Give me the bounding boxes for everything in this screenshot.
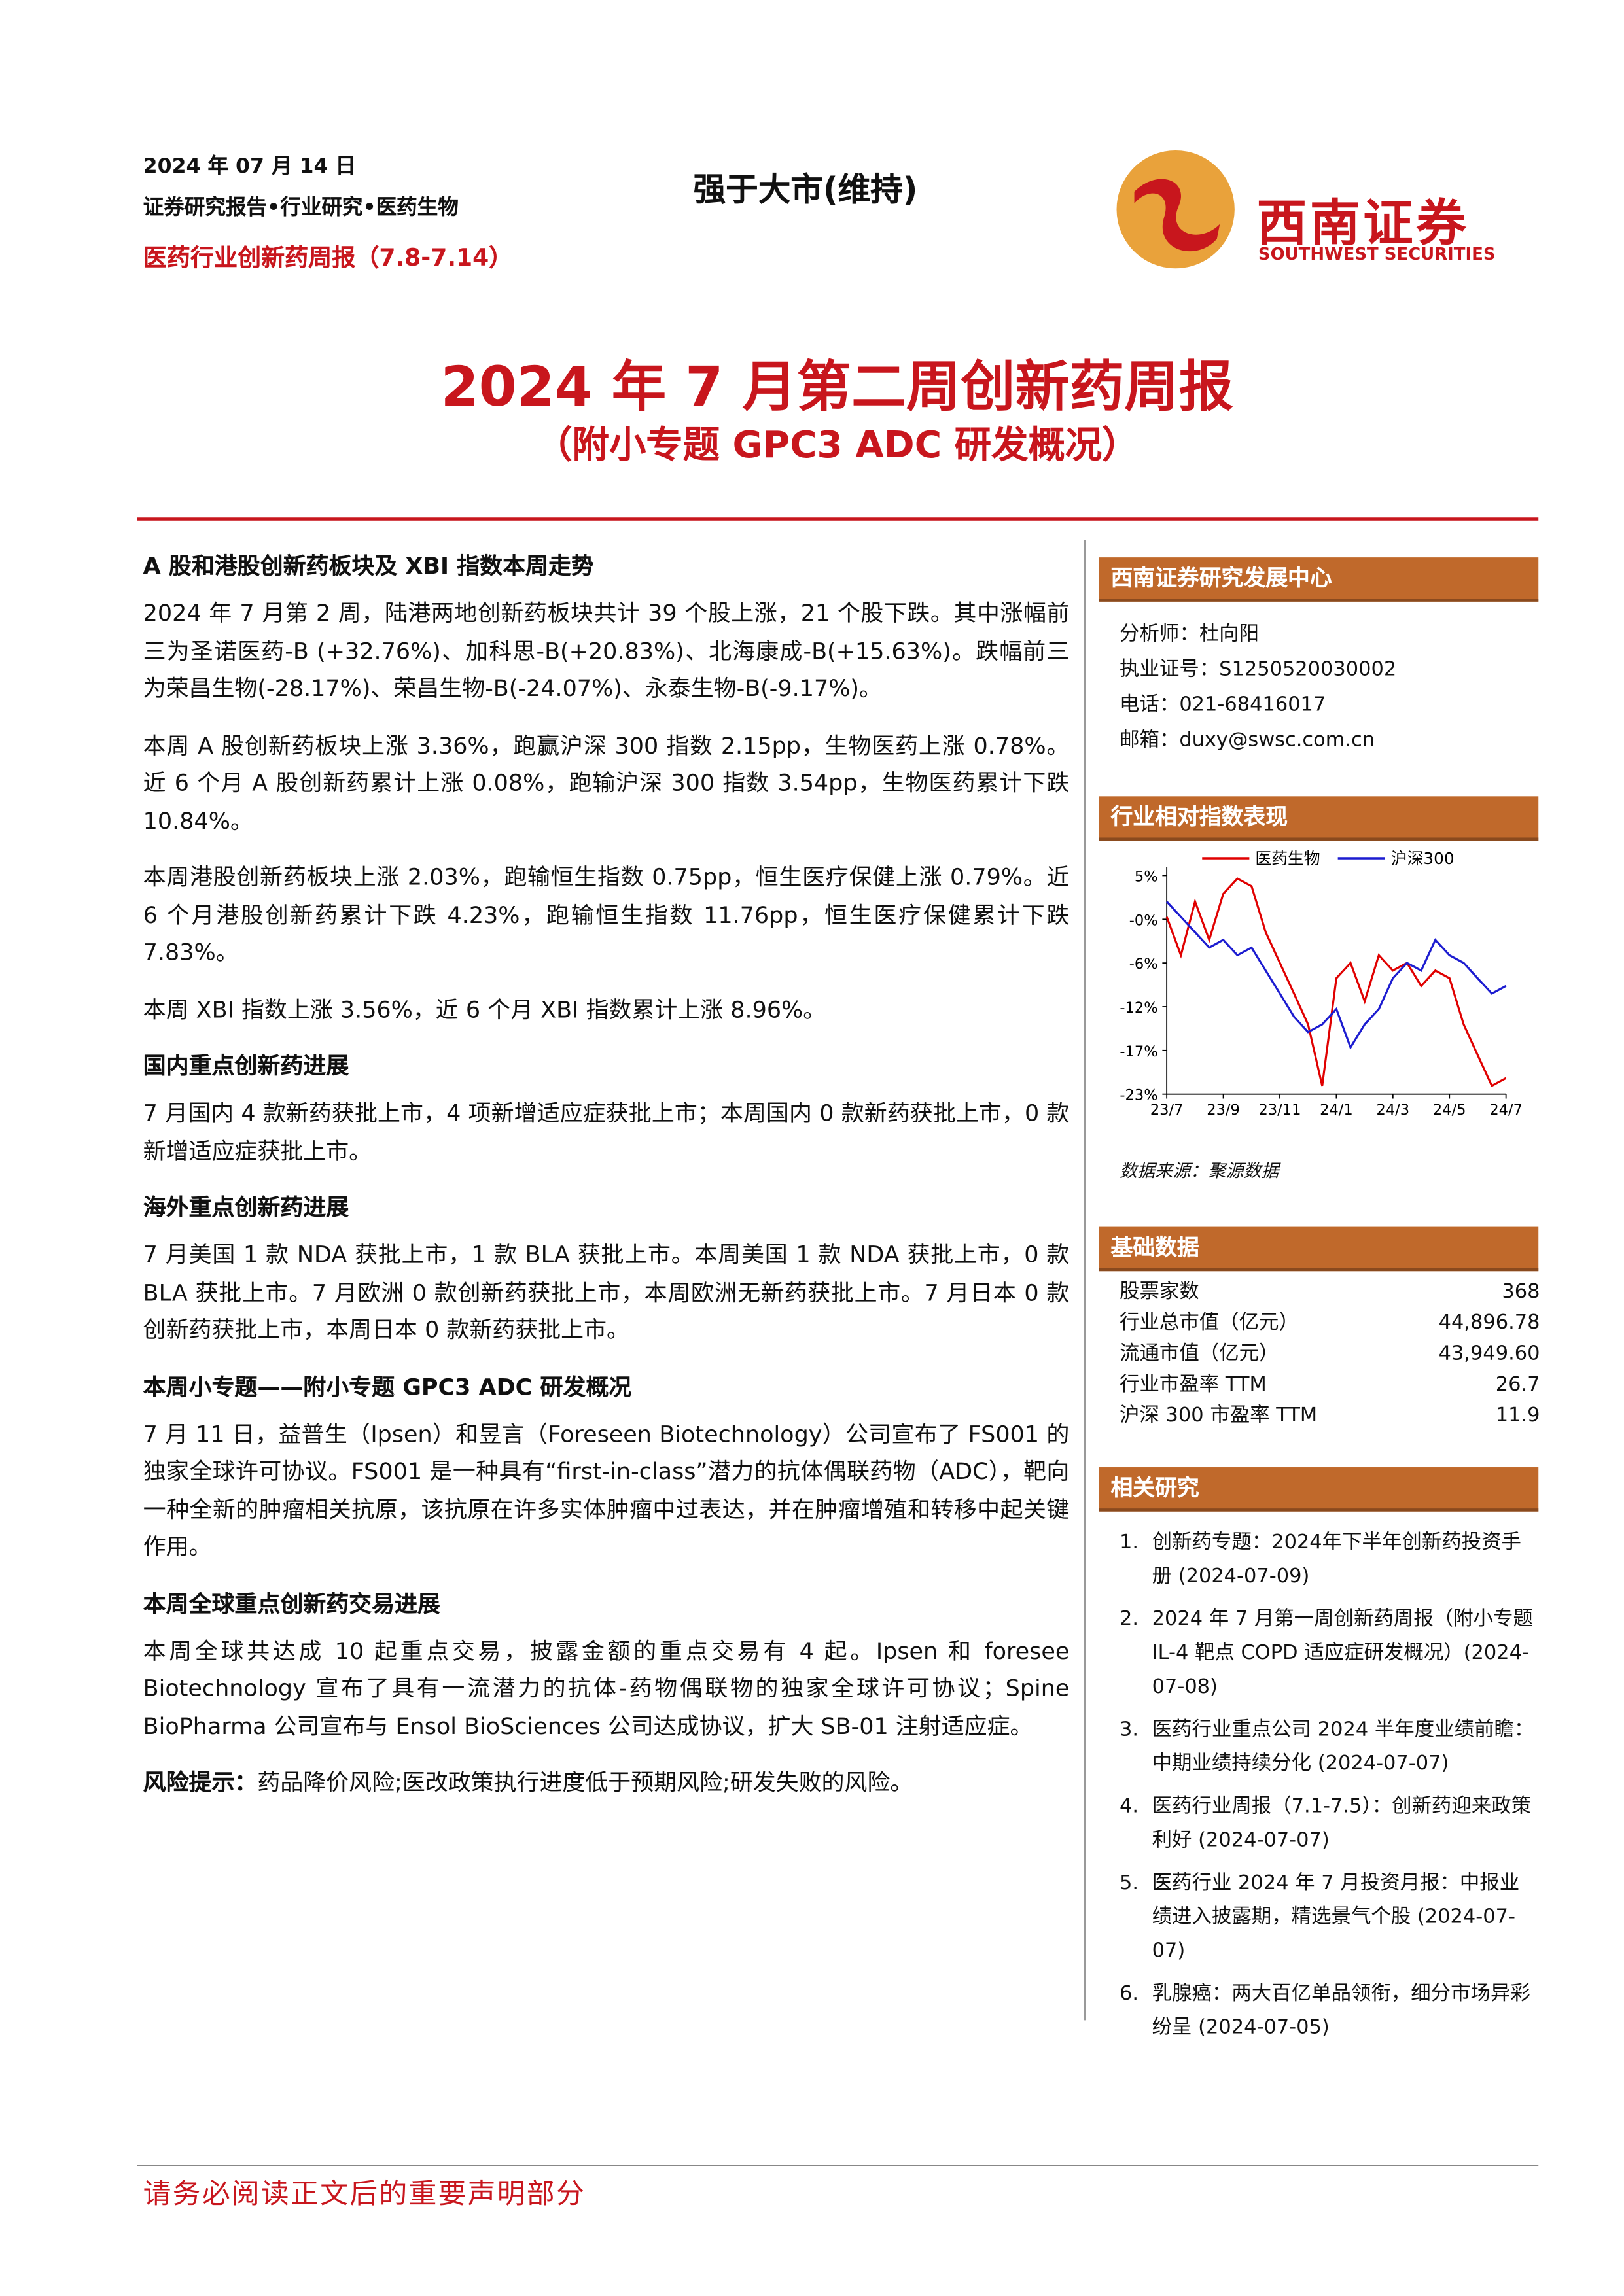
section-heading: 国内重点创新药进展 [143,1052,349,1080]
rating: 强于大市(维持) [693,172,918,210]
item-number: 5. [1120,1871,1139,1895]
cell-value: 44,896.78 [1438,1311,1540,1335]
analyst-info: 分析师：杜向阳执业证号：S1250520030002 电话：021-6841601… [1099,602,1538,758]
title-rule [137,517,1539,520]
cell-label: 行业总市值（亿元） [1120,1311,1299,1335]
sidebar-heading: 行业相对指数表现 [1099,796,1539,841]
y-tick-label: -6% [1129,956,1158,973]
cell-value: 26.7 [1495,1372,1540,1397]
analyst-line: 执业证号：S1250520030002 [1120,657,1397,682]
footer-rule [137,2165,1539,2166]
item-text: 2024 年 7 月第一周创新药周报（附小专题 IL-4 靶点 COPD 适应症… [1152,1607,1533,1699]
sidebar-heading: 西南证券研究发展中心 [1099,557,1539,602]
related-item: 2. 2024 年 7 月第一周创新药周报（附小专题 IL-4 靶点 COPD 适… [1120,1603,1538,1705]
x-tick-label: 23/11 [1259,1102,1301,1119]
item-number: 3. [1120,1718,1139,1742]
main-column: A 股和港股创新药板块及 XBI 指数本周走势 2024 年 7 月第 2 周，陆… [143,549,1070,1822]
item-number: 2. [1120,1607,1139,1631]
item-text: 创新药专题：2024年下半年创新药投资手册 (2024-07-09) [1152,1530,1521,1588]
x-tick-label: 24/3 [1377,1102,1410,1119]
paragraph: 本周全球共达成 10 起重点交易，披露金额的重点交易有 4 起。Ipsen 和 … [143,1637,1070,1739]
basic-data-table: 股票家数 368 行业总市值（亿元） 44,896.78 流通市值（亿元） 43,949.… [1120,1277,1540,1432]
paragraph: 7 月国内 4 款新药获批上市，4 项新增适应症获批上市；本周国内 0 款新药获… [143,1100,1070,1164]
report-date: 2024 年 07 月 14 日 [143,154,356,179]
paragraph: 7 月美国 1 款 NDA 获批上市，1 款 BLA 获批上市。本周美国 1 款… [143,1242,1070,1344]
legend-label: 医药生物 [1255,849,1320,868]
risk-label: 风险提示： [143,1769,258,1796]
logo-mark [1116,150,1235,269]
series-line [1165,877,1507,1088]
item-number: 1. [1120,1530,1139,1555]
paragraph: 本周港股创新药板块上涨 2.03%，跑输恒生指数 0.75pp，恒生医疗保健上涨… [143,864,1070,966]
sidebar-heading: 相关研究 [1099,1467,1539,1512]
item-text: 乳腺癌：两大百亿单品领衔，细分市场异彩纷呈 (2024-07-05) [1152,1981,1530,2040]
cell-value: 43,949.60 [1438,1342,1540,1366]
paragraph: 本周 A 股创新药板块上涨 3.36%，跑赢沪深 300 指数 2.15pp，生… [143,732,1070,834]
index-chart: 5% -0% -6% -12% -17% -23%23/7 23/9 23/11 24/1 24/… [1120,849,1523,1119]
logo-english: SOUTHWEST SECURITIES [1258,243,1496,264]
cell-label: 沪深 300 市盈率 TTM [1120,1404,1318,1428]
item-number: 6. [1120,1981,1139,2006]
paragraph: 7 月 11 日，益普生（Ipsen）和昱言（Foreseen Biotechn… [143,1421,1070,1561]
y-tick-label: 5% [1135,868,1158,885]
y-tick-label: -23% [1120,1087,1157,1104]
related-item: 4. 医药行业周报（7.1-7.5）：创新药迎来政策利好 (2024-07-07) [1120,1790,1538,1858]
table-row: 行业市盈率 TTM 26.7 [1120,1370,1540,1400]
report-subtitle: （附小专题 GPC3 ADC 研发概况） [535,423,1139,466]
y-tick-label: -12% [1120,1000,1157,1017]
item-text: 医药行业重点公司 2024 半年度业绩前瞻：中期业绩持续分化 (2024-07-… [1152,1718,1534,1776]
section-heading: 本周小专题——附小专题 GPC3 ADC 研发概况 [143,1373,632,1400]
report-title: 2024 年 7 月第二周创新药周报 [440,355,1234,419]
sidebar: 西南证券研究发展中心 分析师：杜向阳执业证号：S1250520030002 电话：… [1099,557,1540,2054]
sidebar-heading: 基础数据 [1099,1226,1539,1272]
y-tick-label: -0% [1129,912,1158,929]
x-tick-label: 24/7 [1489,1102,1523,1119]
cell-value: 11.9 [1495,1404,1540,1428]
related-item: 3. 医药行业重点公司 2024 半年度业绩前瞻：中期业绩持续分化 (2024-0… [1120,1713,1538,1781]
cell-label: 股票家数 [1120,1279,1199,1304]
x-tick-label: 24/5 [1433,1102,1466,1119]
related-item: 6. 乳腺癌：两大百亿单品领衔，细分市场异彩纷呈 (2024-07-05) [1120,1977,1538,2045]
x-tick-label: 23/7 [1150,1102,1184,1119]
report-series: 医药行业创新药周报（7.8-7.14） [143,243,513,271]
related-item: 5. 医药行业 2024 年 7 月投资月报：中报业绩进入披露期，精选景气个股 (… [1120,1867,1538,1969]
paragraph: 2024 年 7 月第 2 周，陆港两地创新药板块共计 39 个股上涨，21 个… [143,600,1070,703]
footer-note: 请务必阅读正文后的重要声明部分 [143,2178,586,2211]
analyst-line: 电话：021-68416017 [1120,693,1326,717]
risk-note: 风险提示：药品降价风险;医改政策执行进度低于预期风险;研发失败的风险。 [143,1765,1070,1802]
paragraph: 本周 XBI 指数上涨 3.56%，近 6 个月 XBI 指数累计上涨 8.96… [143,996,826,1023]
related-research: 1. 创新药专题：2024年下半年创新药投资手册 (2024-07-09) 2. 20… [1099,1512,1538,2045]
analyst-line: 分析师：杜向阳 [1120,622,1260,646]
table-row: 股票家数 368 [1120,1277,1540,1308]
x-tick-label: 23/9 [1207,1102,1240,1119]
risk-text: 药品降价风险;医改政策执行进度低于预期风险;研发失败的风险。 [257,1769,913,1796]
section-heading: 本周全球重点创新药交易进展 [143,1590,440,1617]
series-line [1165,901,1507,1050]
y-tick-label: -17% [1120,1043,1157,1060]
column-divider [1084,540,1086,2021]
report-category: 证券研究报告•行业研究•医药生物 [143,196,459,220]
cell-value: 368 [1502,1279,1540,1304]
table-row: 流通市值（亿元） 43,949.60 [1120,1339,1540,1370]
logo-name: 西南证券 [1256,194,1470,254]
x-tick-label: 24/1 [1320,1102,1353,1119]
item-number: 4. [1120,1794,1139,1818]
related-item: 1. 创新药专题：2024年下半年创新药投资手册 (2024-07-09) [1120,1526,1538,1594]
legend-label: 沪深300 [1391,849,1455,868]
item-text: 医药行业周报（7.1-7.5）：创新药迎来政策利好 (2024-07-07) [1152,1794,1532,1852]
section-heading: A 股和港股创新药板块及 XBI 指数本周走势 [143,553,594,580]
analyst-line: 邮箱：duxy@swsc.com.cn [1120,728,1375,752]
cell-label: 行业市盈率 TTM [1120,1372,1267,1397]
table-row: 行业总市值（亿元） 44,896.78 [1120,1308,1540,1339]
item-text: 医药行业 2024 年 7 月投资月报：中报业绩进入披露期，精选景气个股 (20… [1152,1871,1520,1963]
chart-source: 数据来源：聚源数据 [1120,1160,1279,1181]
cell-label: 流通市值（亿元） [1120,1342,1279,1366]
section-heading: 海外重点创新药进展 [143,1194,349,1221]
table-row: 沪深 300 市盈率 TTM 11.9 [1120,1401,1540,1432]
